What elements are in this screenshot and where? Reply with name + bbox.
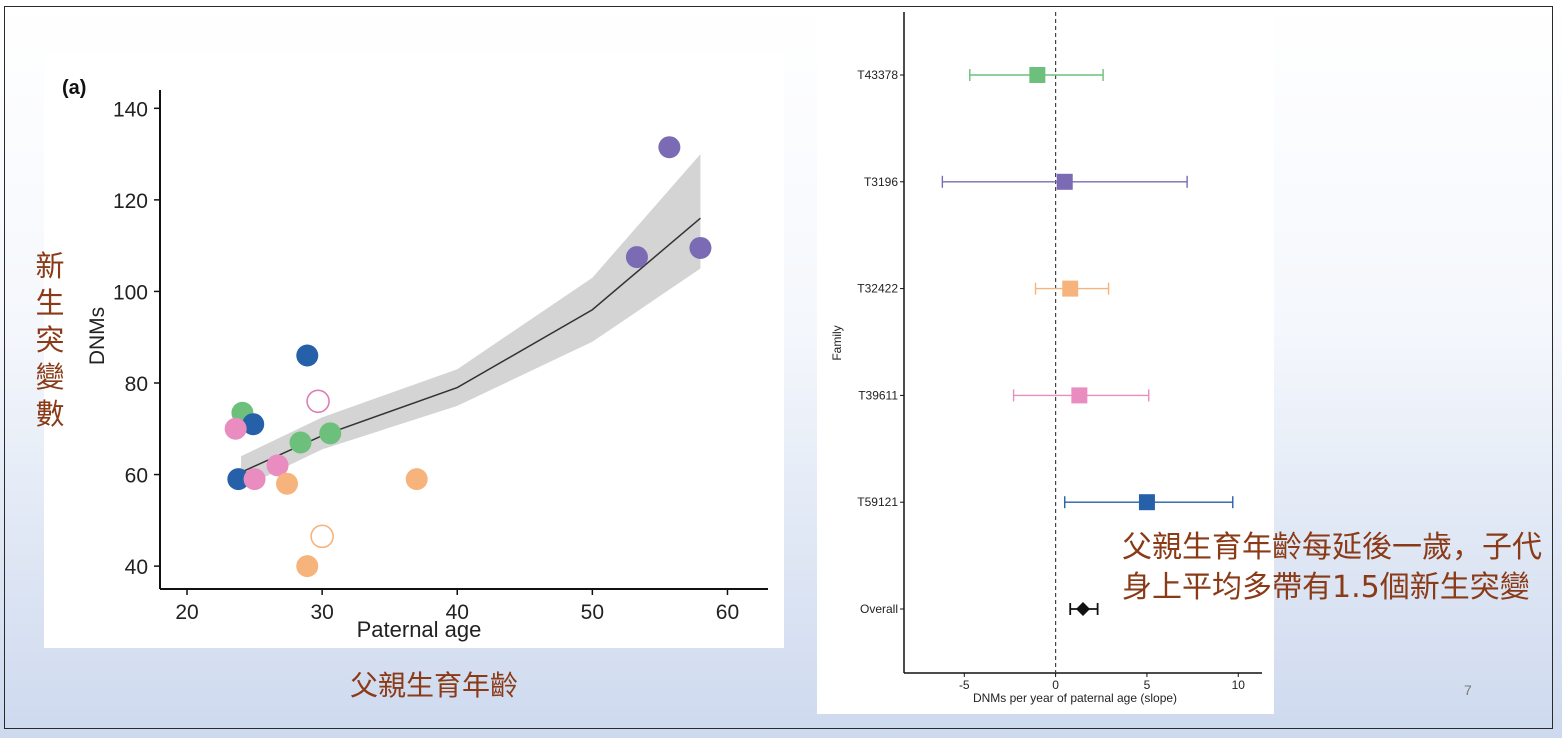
data-point xyxy=(224,417,247,440)
y-axis-title: DNMs xyxy=(86,307,109,365)
y-tick-label: 60 xyxy=(125,465,148,488)
estimate-marker xyxy=(1071,387,1088,404)
data-point xyxy=(306,389,330,414)
forest-plot: -5 0 5 10 DNMs per year of paternal age (slo… xyxy=(830,12,1262,705)
row-label: T59121 xyxy=(857,495,898,509)
panel-label: (a) xyxy=(62,77,86,99)
conclusion-text: 父親生育年齡每延後一歲，子代身上平均多帶有1.5個新生突變 xyxy=(1122,530,1542,605)
x-tick-label: 60 xyxy=(716,601,739,624)
data-point xyxy=(625,246,648,269)
data-point xyxy=(266,454,289,477)
x-tick-label: 5 xyxy=(1144,678,1151,692)
row-label: Overall xyxy=(860,602,898,616)
y-annotation-char: 數 xyxy=(35,397,65,431)
data-point xyxy=(296,344,319,367)
scatter-panel: 40 60 80 100 120 140 20 30 40 50 60 Paternal age DNM… xyxy=(44,52,784,648)
y-annotation-char: 新 xyxy=(35,249,65,283)
x-axis-title: Paternal age xyxy=(357,617,482,642)
data-point xyxy=(289,431,312,454)
data-point xyxy=(658,136,681,159)
estimate-marker xyxy=(1062,280,1079,297)
estimate-marker xyxy=(1138,494,1155,511)
slide-frame xyxy=(4,6,1553,729)
y-axis-title: Family xyxy=(830,325,844,360)
row-label: T43378 xyxy=(857,68,898,82)
estimate-marker xyxy=(1029,67,1046,83)
y-annotation-char: 生 xyxy=(35,286,65,320)
x-tick-label: 10 xyxy=(1232,678,1246,692)
x-tick-label: 20 xyxy=(175,601,198,624)
y-axis-annotation: 新生突變數 xyxy=(30,248,70,433)
x-axis-title: DNMs per year of paternal age (slope) xyxy=(973,691,1177,705)
y-annotation-char: 變 xyxy=(35,360,65,394)
y-tick-label: 140 xyxy=(113,98,148,121)
page-number: 7 xyxy=(1464,682,1472,698)
data-point xyxy=(296,555,319,578)
x-tick-label: 40 xyxy=(446,601,469,624)
scatter-chart: 40 60 80 100 120 140 20 30 40 50 60 Paternal age DNM… xyxy=(62,77,768,642)
data-point xyxy=(319,422,342,445)
estimate-marker xyxy=(1076,602,1090,616)
row-label: T39611 xyxy=(858,388,898,402)
y-tick-label: 80 xyxy=(125,373,148,396)
data-point xyxy=(689,236,712,259)
x-tick-label: 0 xyxy=(1052,678,1059,692)
x-tick-label: 50 xyxy=(581,601,604,624)
estimate-marker xyxy=(1056,173,1073,190)
data-point xyxy=(242,413,265,436)
data-point xyxy=(243,468,266,491)
confidence-band xyxy=(241,154,701,489)
row-label: T32422 xyxy=(857,282,898,296)
data-point xyxy=(405,468,428,491)
row-label: T3196 xyxy=(864,175,898,189)
y-tick-label: 120 xyxy=(113,190,148,213)
y-tick-label: 100 xyxy=(113,281,148,304)
x-tick-label: -5 xyxy=(959,678,970,692)
data-point xyxy=(227,468,250,491)
y-axis-annotation-text: 新生突變數 xyxy=(30,248,70,433)
y-annotation-char: 突 xyxy=(35,323,65,357)
y-tick-label: 40 xyxy=(125,556,148,579)
forest-panel: -5 0 5 10 DNMs per year of paternal age (slo… xyxy=(817,10,1274,714)
data-point xyxy=(276,472,299,495)
x-axis-annotation: 父親生育年齡 xyxy=(350,669,519,702)
x-tick-label: 30 xyxy=(310,601,333,624)
data-point xyxy=(310,524,334,549)
